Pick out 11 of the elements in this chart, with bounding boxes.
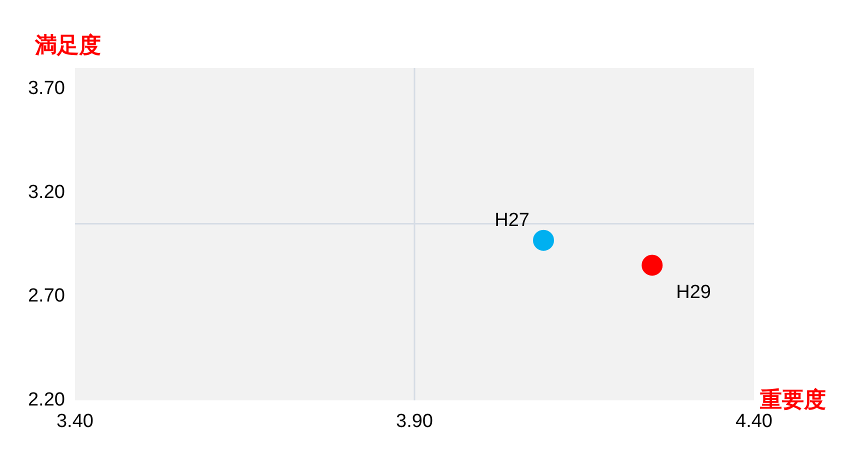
y-tick-label: 2.70 <box>28 286 65 307</box>
y-tick-label: 3.20 <box>28 182 65 203</box>
x-tick-label: 3.40 <box>56 410 94 432</box>
x-axis-title: 重要度 <box>759 386 826 413</box>
x-tick-label: 4.40 <box>736 410 772 432</box>
y-axis-title: 満足度 <box>34 32 101 59</box>
y-tick-label: 3.70 <box>28 78 65 99</box>
x-tick-label: 3.90 <box>396 410 433 432</box>
series-label: H27 <box>494 210 530 232</box>
series-label: H29 <box>676 282 712 303</box>
y-tick-label: 2.20 <box>28 389 65 410</box>
